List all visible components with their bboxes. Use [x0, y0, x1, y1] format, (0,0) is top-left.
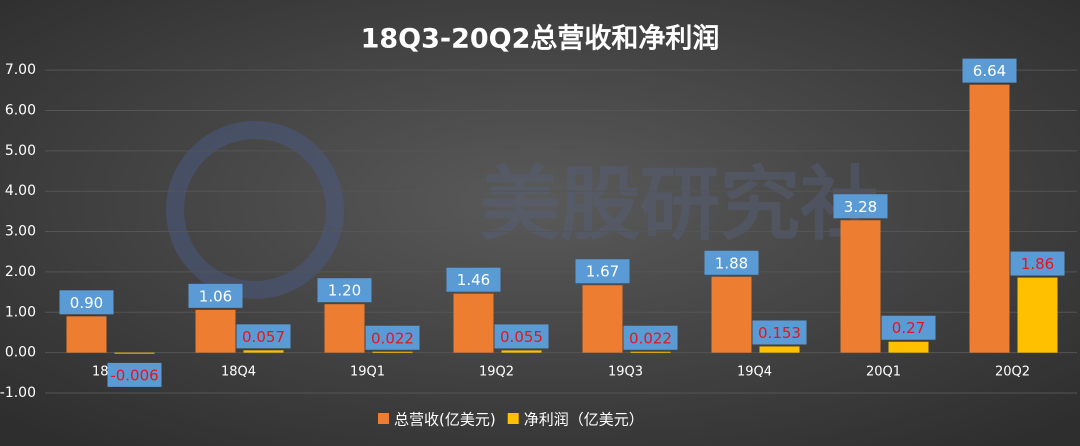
bar — [1017, 277, 1058, 353]
x-tick-label: 19Q1 — [350, 365, 385, 380]
x-tick-label: 19Q2 — [479, 365, 514, 380]
legend-label: 净利润（亿美元） — [524, 411, 644, 429]
chart-title: 18Q3-20Q2总营收和净利润 — [361, 23, 720, 55]
bar — [195, 309, 236, 353]
value-label-box — [575, 259, 630, 284]
bar — [501, 350, 542, 353]
x-tick-label: 18Q4 — [221, 365, 256, 380]
y-tick-label: 1.00 — [5, 304, 36, 320]
y-tick-label: 5.00 — [5, 143, 36, 159]
value-label: 1.46 — [457, 271, 490, 289]
bar — [711, 276, 752, 353]
value-label: 6.64 — [973, 62, 1006, 80]
value-label: 0.022 — [629, 329, 672, 347]
value-label-box — [881, 315, 936, 340]
value-label: 1.88 — [715, 254, 748, 272]
value-label-box — [236, 324, 291, 349]
value-label-box — [704, 250, 759, 275]
value-label-box — [317, 278, 372, 303]
bar — [582, 285, 623, 353]
value-label: 1.67 — [586, 263, 619, 281]
bar — [372, 351, 413, 353]
value-label: 0.057 — [242, 328, 285, 346]
x-tick-label: 19Q3 — [608, 365, 643, 380]
bar — [840, 220, 881, 353]
bar — [759, 346, 800, 353]
value-label: 0.153 — [758, 324, 801, 342]
watermark: 美股研究社 — [480, 158, 880, 251]
value-label: 1.20 — [328, 282, 361, 300]
value-label: 0.022 — [371, 329, 414, 347]
watermark-logo — [166, 121, 344, 299]
value-label: 0.055 — [500, 328, 543, 346]
x-tick-label: 19Q4 — [737, 365, 772, 380]
value-label-box — [494, 324, 549, 349]
y-tick-label: 4.00 — [5, 183, 36, 199]
legend-swatch — [378, 413, 389, 424]
y-tick-label: 0.00 — [5, 345, 36, 361]
value-label-box — [365, 325, 420, 350]
value-label-box — [833, 194, 888, 219]
value-label-box — [962, 58, 1017, 83]
value-label-box — [1010, 251, 1065, 276]
y-tick-label: 6.00 — [5, 102, 36, 118]
bar — [453, 293, 494, 353]
bar — [243, 350, 284, 353]
value-label-box — [188, 283, 243, 308]
bar — [969, 84, 1010, 353]
value-label-box — [623, 325, 678, 350]
y-tick-label: 7.00 — [5, 62, 36, 78]
x-tick-label: 20Q2 — [995, 365, 1030, 380]
value-label-box — [446, 267, 501, 292]
y-tick-label: 3.00 — [5, 224, 36, 240]
bar — [114, 352, 155, 354]
legend-label: 总营收(亿美元) — [394, 411, 496, 429]
x-tick-label: 20Q1 — [866, 365, 901, 380]
value-label: 0.90 — [70, 294, 103, 312]
value-label-box — [59, 290, 114, 315]
y-tick-label: -1.00 — [0, 385, 36, 401]
value-label: 0.27 — [892, 319, 925, 337]
value-label: 1.06 — [199, 287, 232, 305]
value-label-box — [752, 320, 807, 345]
value-label-box — [107, 362, 162, 387]
value-label: 1.86 — [1021, 255, 1054, 273]
bar — [888, 341, 929, 353]
bar — [324, 304, 365, 353]
legend-swatch — [507, 413, 519, 424]
value-label: 3.28 — [844, 198, 877, 216]
bar — [66, 316, 107, 353]
value-label: -0.006 — [110, 366, 158, 384]
y-tick-label: 2.00 — [5, 264, 36, 280]
bar — [630, 351, 671, 353]
